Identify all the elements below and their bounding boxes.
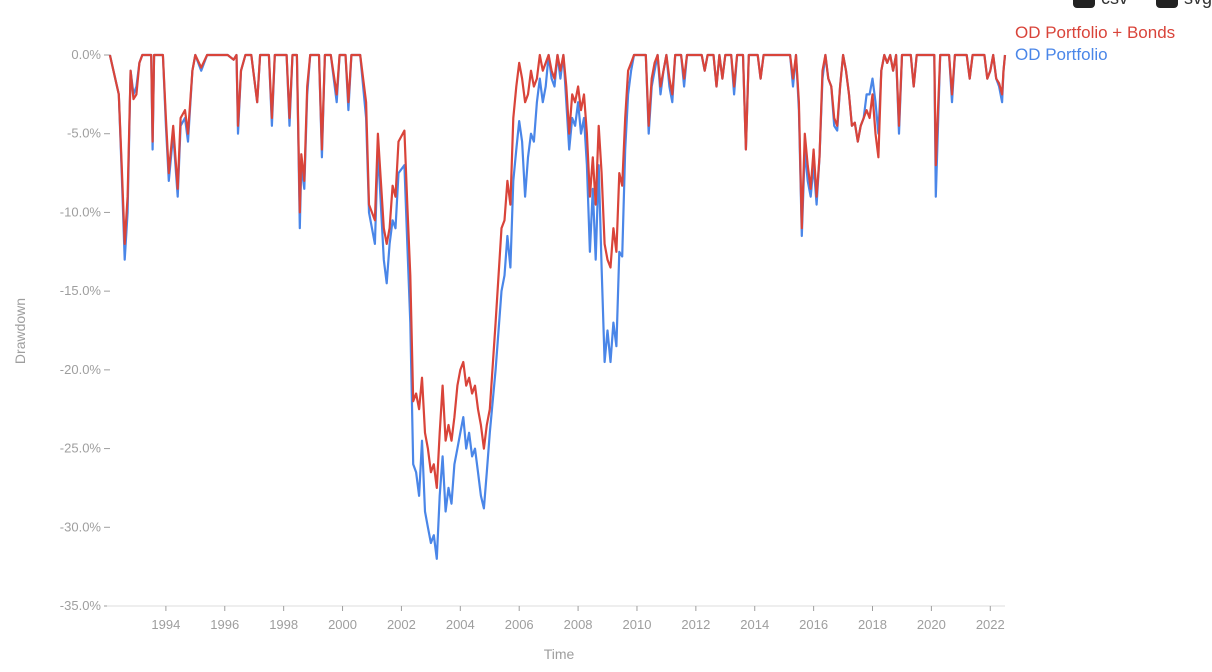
y-axis: 0.0% -5.0% -10.0% -15.0% -20.0% -25.0% -30.0% -… bbox=[60, 47, 110, 613]
legend-entry[interactable]: OD Portfolio + Bonds bbox=[1015, 23, 1175, 42]
download-svg-label: svg bbox=[1184, 0, 1212, 9]
y-axis-title: Drawdown bbox=[12, 298, 28, 364]
download-csv-button[interactable]: csv bbox=[1072, 0, 1128, 9]
x-tick-label: 2010 bbox=[623, 617, 652, 632]
y-tick-label: -5.0% bbox=[67, 126, 101, 141]
x-tick-label: 2002 bbox=[387, 617, 416, 632]
y-tick-label: -15.0% bbox=[60, 283, 102, 298]
legend-entry[interactable]: OD Portfolio bbox=[1015, 45, 1108, 64]
x-tick-label: 1994 bbox=[151, 617, 180, 632]
x-tick-label: 1996 bbox=[210, 617, 239, 632]
x-tick-label: 1998 bbox=[269, 617, 298, 632]
x-tick-label: 2008 bbox=[564, 617, 593, 632]
x-tick-label: 2004 bbox=[446, 617, 475, 632]
x-tick-label: 2014 bbox=[740, 617, 769, 632]
y-tick-label: -10.0% bbox=[60, 204, 102, 219]
x-axis: 1994 1996 1998 2000 2002 2004 2006 2008 2010 2012… bbox=[151, 606, 1005, 632]
x-tick-label: 2006 bbox=[505, 617, 534, 632]
x-tick-label: 2022 bbox=[976, 617, 1005, 632]
download-icon bbox=[1155, 0, 1178, 8]
x-tick-label: 2016 bbox=[799, 617, 828, 632]
download-csv-label: csv bbox=[1101, 0, 1128, 9]
x-tick-label: 2000 bbox=[328, 617, 357, 632]
y-tick-label: -25.0% bbox=[60, 441, 102, 456]
y-tick-label: -35.0% bbox=[60, 598, 102, 613]
y-tick-label: -20.0% bbox=[60, 362, 102, 377]
series-line bbox=[108, 53, 1007, 560]
y-tick-label: -30.0% bbox=[60, 519, 102, 534]
x-tick-label: 2020 bbox=[917, 617, 946, 632]
x-axis-title: Time bbox=[544, 646, 575, 662]
series-line bbox=[108, 53, 1007, 489]
download-svg-button[interactable]: svg bbox=[1155, 0, 1212, 9]
x-tick-label: 2018 bbox=[858, 617, 887, 632]
legend: OD Portfolio + Bonds OD Portfolio bbox=[1015, 23, 1175, 64]
download-icon bbox=[1072, 0, 1095, 8]
export-toolbar: csv svg bbox=[1072, 0, 1212, 9]
y-tick-label: 0.0% bbox=[71, 47, 101, 62]
x-tick-label: 2012 bbox=[681, 617, 710, 632]
series-layer bbox=[108, 53, 1007, 560]
